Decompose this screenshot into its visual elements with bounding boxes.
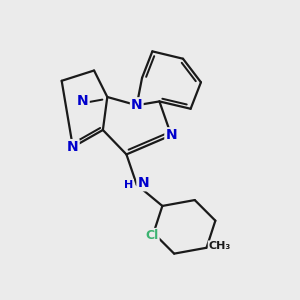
Text: H: H	[124, 180, 133, 190]
Text: N: N	[137, 176, 149, 190]
Text: N: N	[165, 128, 177, 142]
Text: N: N	[131, 98, 142, 112]
Text: Cl: Cl	[146, 229, 159, 242]
Text: CH₃: CH₃	[209, 241, 231, 251]
Text: N: N	[67, 140, 79, 154]
Text: N: N	[77, 94, 89, 108]
